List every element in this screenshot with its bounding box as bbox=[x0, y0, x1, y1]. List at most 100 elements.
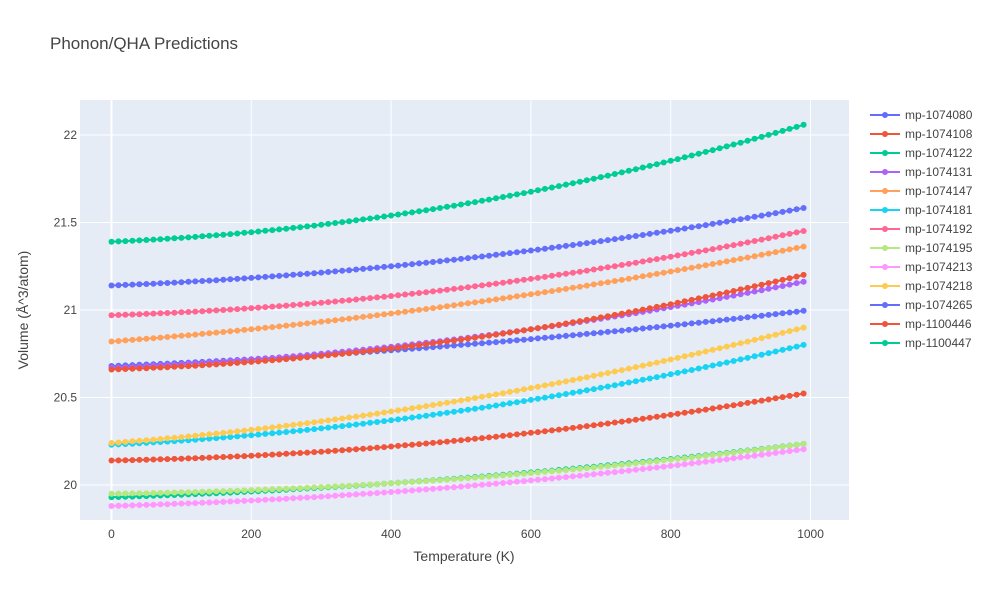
data-point bbox=[465, 300, 471, 307]
legend-item-mp-1100446[interactable]: mp-1100446 bbox=[870, 317, 972, 331]
data-point bbox=[569, 332, 576, 339]
legend-item-mp-1074122[interactable]: mp-1074122 bbox=[870, 146, 973, 160]
legend-item-mp-1074108[interactable]: mp-1074108 bbox=[870, 127, 973, 141]
legend-item-mp-1100447[interactable]: mp-1100447 bbox=[870, 336, 972, 350]
series-mp-1074181 bbox=[108, 341, 807, 448]
data-point bbox=[255, 497, 262, 504]
legend-item-mp-1074195[interactable]: mp-1074195 bbox=[870, 241, 973, 255]
data-point bbox=[611, 171, 618, 177]
data-point bbox=[702, 247, 709, 254]
data-point bbox=[472, 254, 478, 261]
data-point bbox=[493, 391, 499, 398]
data-point bbox=[786, 448, 793, 455]
legend-swatch-marker bbox=[882, 150, 888, 156]
data-point bbox=[548, 244, 555, 251]
data-point bbox=[639, 164, 646, 171]
legend-item-mp-1074131[interactable]: mp-1074131 bbox=[870, 165, 973, 179]
data-point bbox=[472, 340, 478, 347]
data-point bbox=[639, 376, 646, 383]
data-point bbox=[192, 500, 199, 507]
data-point bbox=[493, 195, 499, 202]
data-point bbox=[681, 154, 688, 161]
data-point bbox=[646, 324, 653, 331]
data-point bbox=[409, 414, 416, 421]
data-point bbox=[311, 319, 318, 326]
data-point bbox=[569, 180, 576, 187]
data-point bbox=[255, 304, 262, 311]
legend-item-mp-1074265[interactable]: mp-1074265 bbox=[870, 298, 973, 312]
data-point bbox=[660, 412, 667, 419]
data-point bbox=[248, 274, 255, 281]
x-tick-label: 0 bbox=[108, 527, 115, 541]
data-point bbox=[479, 253, 485, 260]
legend-item-mp-1074147[interactable]: mp-1074147 bbox=[870, 184, 973, 198]
legend-item-mp-1074213[interactable]: mp-1074213 bbox=[870, 260, 973, 274]
data-point bbox=[786, 281, 793, 288]
data-point bbox=[269, 227, 276, 234]
data-point bbox=[751, 283, 758, 290]
data-point bbox=[751, 135, 758, 142]
data-point bbox=[178, 332, 185, 339]
data-point bbox=[423, 289, 430, 296]
data-point bbox=[786, 328, 793, 335]
data-point bbox=[206, 232, 213, 239]
data-point bbox=[730, 449, 737, 456]
legend[interactable]: mp-1074080 mp-1074108 mp-1074122 mp-1074131… bbox=[870, 108, 973, 350]
data-point bbox=[702, 148, 709, 155]
data-point bbox=[472, 199, 478, 206]
data-point bbox=[702, 294, 709, 300]
data-point bbox=[143, 490, 150, 497]
data-point bbox=[241, 487, 248, 494]
data-point bbox=[493, 472, 499, 479]
data-point bbox=[346, 422, 353, 429]
data-point bbox=[486, 332, 492, 339]
data-point bbox=[136, 311, 143, 318]
data-point bbox=[423, 486, 430, 493]
legend-swatch-marker bbox=[882, 321, 888, 327]
data-point bbox=[737, 401, 744, 408]
legend-item-mp-1074218[interactable]: mp-1074218 bbox=[870, 279, 973, 293]
legend-swatch-marker bbox=[882, 207, 888, 213]
legend-item-mp-1074181[interactable]: mp-1074181 bbox=[870, 203, 973, 217]
data-point bbox=[527, 429, 534, 436]
data-point bbox=[255, 228, 262, 235]
data-point bbox=[667, 227, 674, 234]
data-point bbox=[129, 502, 136, 509]
data-point bbox=[506, 471, 513, 478]
series-mp-1074213 bbox=[108, 446, 807, 509]
data-point bbox=[716, 244, 723, 251]
data-point bbox=[458, 336, 464, 343]
data-point bbox=[646, 272, 653, 279]
data-point bbox=[772, 284, 779, 291]
data-point bbox=[555, 474, 562, 481]
data-point bbox=[493, 296, 499, 303]
data-point bbox=[199, 432, 206, 438]
data-point bbox=[486, 281, 492, 288]
data-point bbox=[500, 401, 506, 408]
data-point bbox=[667, 301, 674, 308]
data-point bbox=[416, 260, 423, 267]
data-point bbox=[688, 152, 695, 159]
data-point bbox=[758, 451, 765, 458]
data-point bbox=[618, 380, 625, 387]
legend-swatch-marker bbox=[882, 188, 888, 194]
legend-item-mp-1074080[interactable]: mp-1074080 bbox=[870, 108, 973, 122]
data-point bbox=[772, 348, 779, 355]
data-point bbox=[548, 322, 555, 329]
data-point bbox=[541, 428, 548, 435]
data-point bbox=[506, 278, 513, 285]
data-point bbox=[451, 202, 457, 209]
data-point bbox=[751, 313, 758, 320]
data-point bbox=[220, 434, 227, 441]
legend-item-mp-1074192[interactable]: mp-1074192 bbox=[870, 222, 973, 236]
data-point bbox=[143, 501, 150, 508]
data-point bbox=[304, 420, 311, 427]
data-point bbox=[716, 295, 723, 302]
data-point bbox=[611, 278, 618, 284]
data-point bbox=[681, 225, 688, 232]
legend-swatch-marker bbox=[882, 302, 888, 308]
data-point bbox=[290, 302, 297, 308]
data-point bbox=[269, 303, 276, 310]
data-point bbox=[297, 427, 304, 434]
data-point bbox=[213, 435, 220, 442]
